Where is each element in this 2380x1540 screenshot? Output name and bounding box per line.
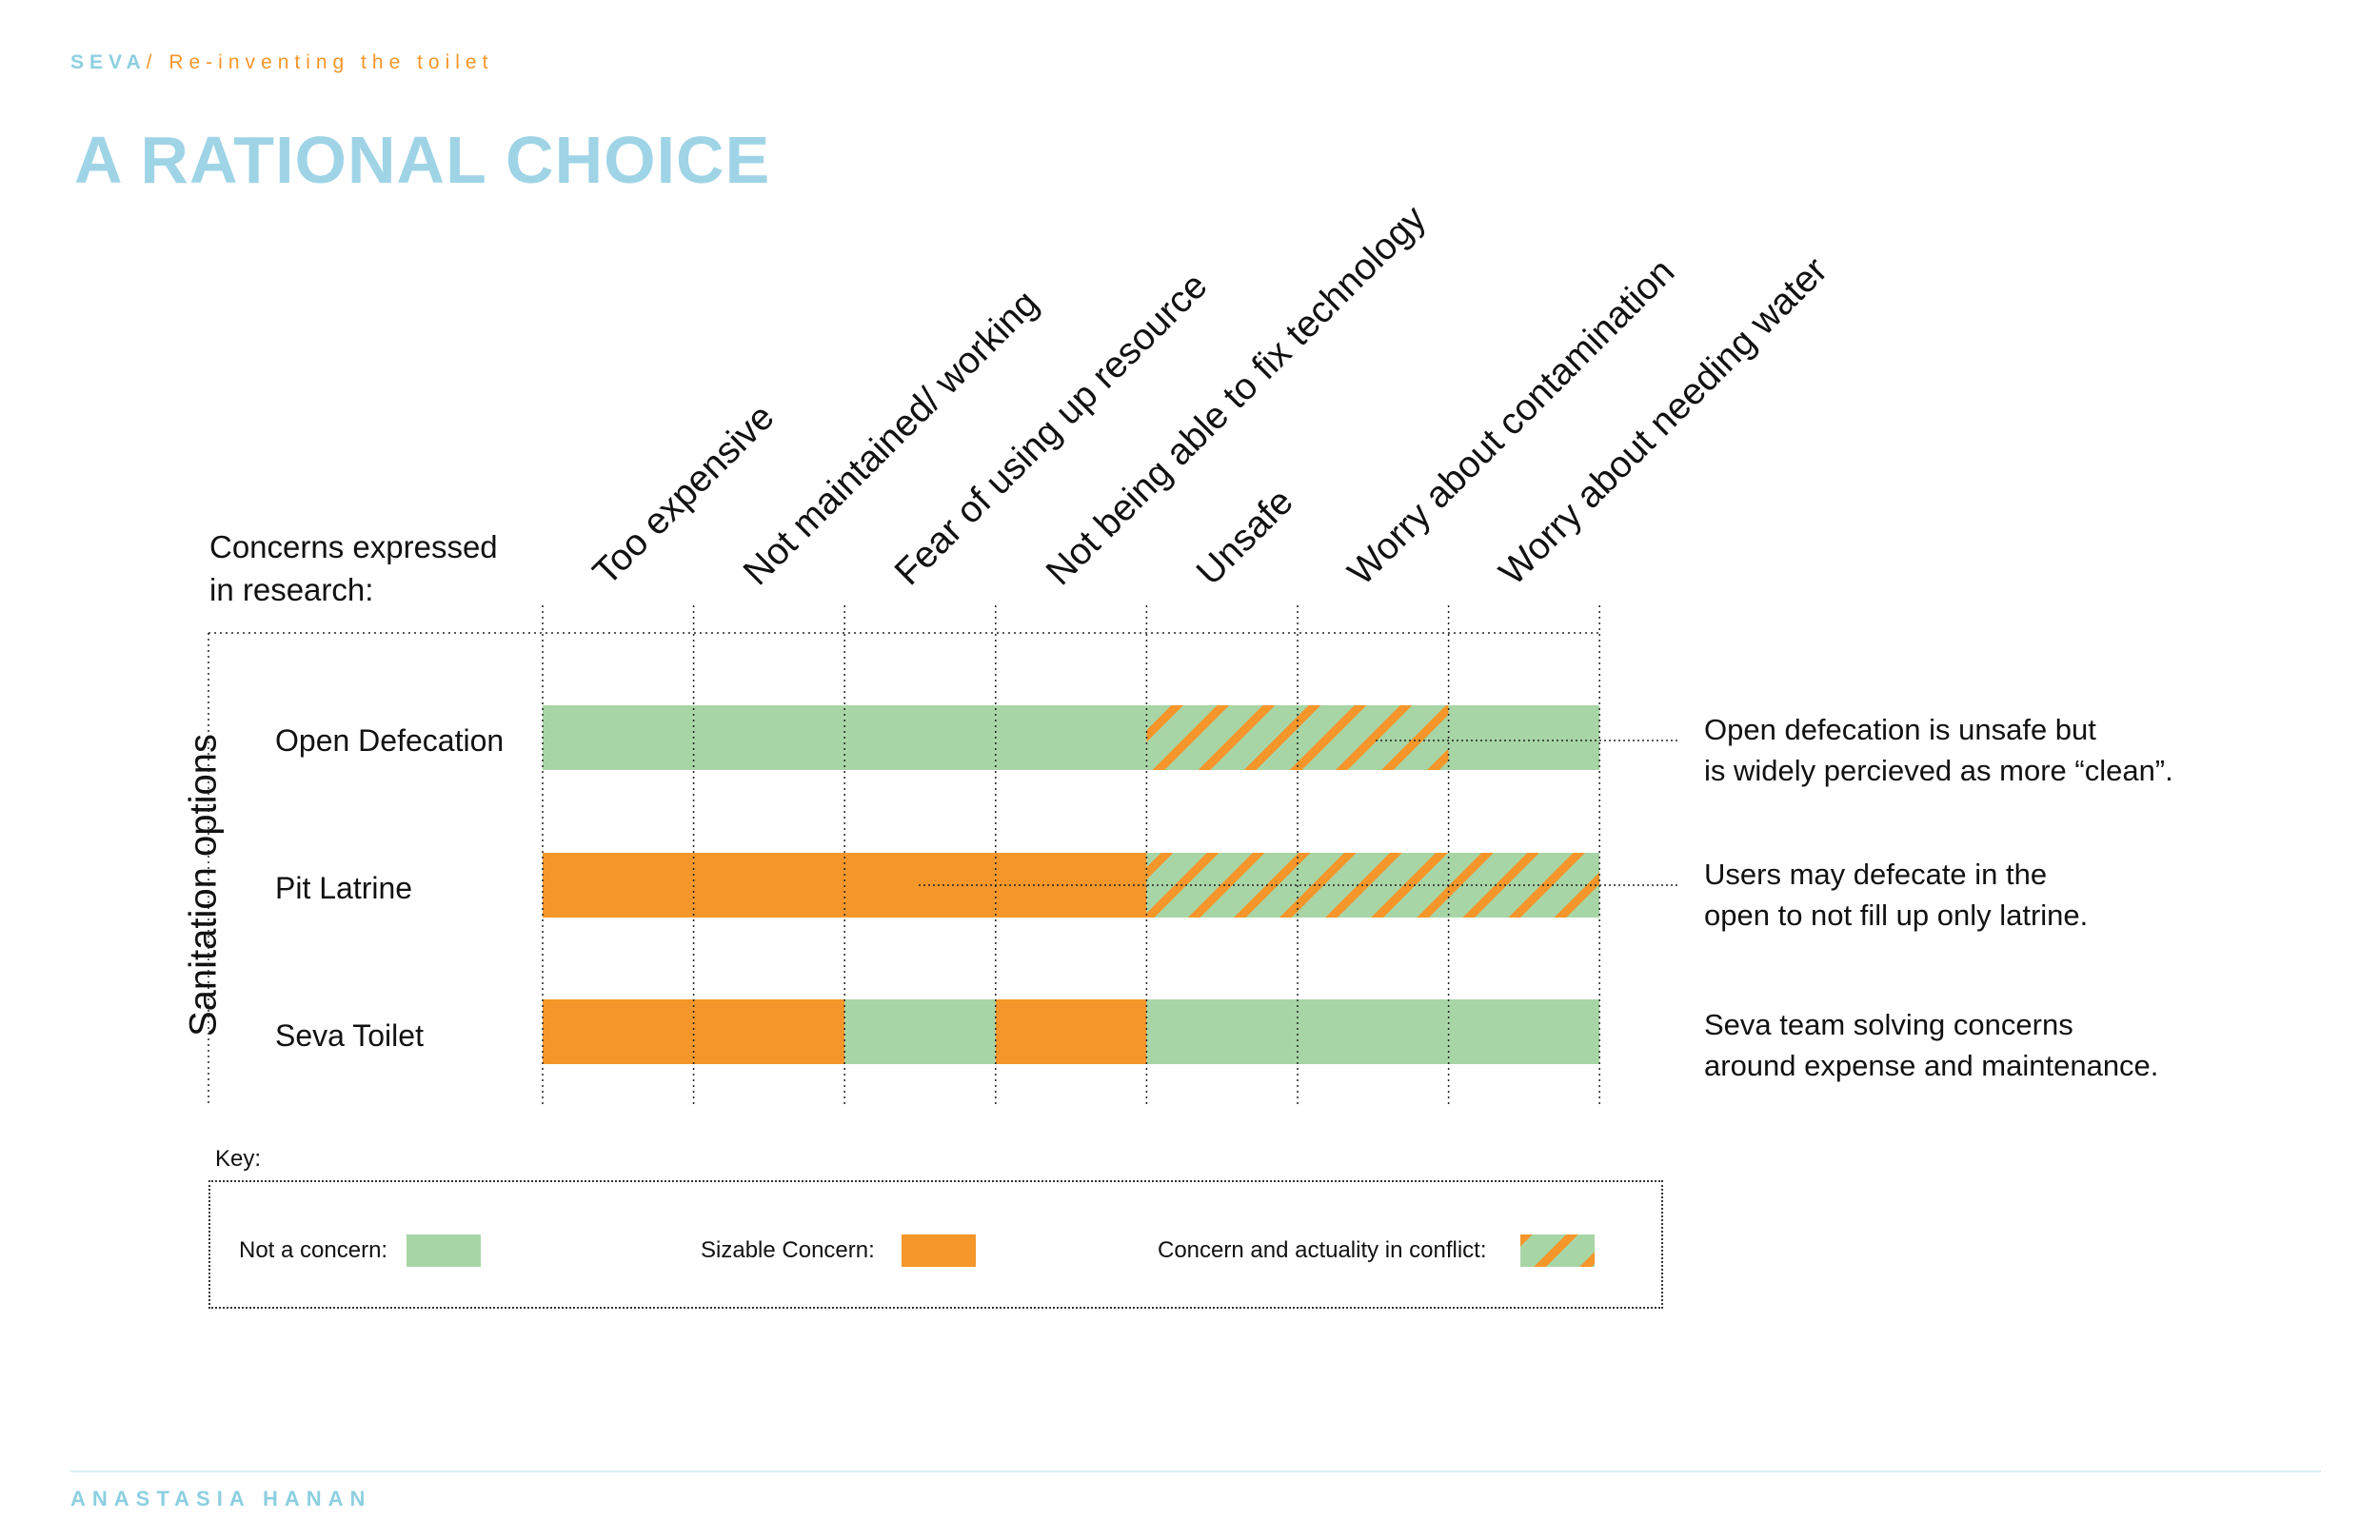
row-label-pit-latrine: Pit Latrine (275, 871, 413, 905)
annotation-pit-latrine: Users may defecate in the open to not fi… (1704, 854, 2088, 936)
annotation-line: Open defecation is unsafe but (1704, 713, 2096, 746)
breadcrumb-brand: SEVA (70, 51, 147, 73)
cell-not_concern (1298, 999, 1449, 1064)
cell-not_concern (543, 705, 694, 770)
footer-author: ANASTASIA HANAN (70, 1487, 372, 1510)
cell-conflict (1146, 705, 1298, 770)
cell-not_concern (693, 705, 845, 770)
key-label: Key: (215, 1146, 262, 1172)
breadcrumb-separator: / (146, 51, 158, 73)
cell-sizable (995, 999, 1147, 1064)
row-label-seva-toilet: Seva Toilet (275, 1018, 424, 1053)
breadcrumb: SEVA/ Re-inventing the toilet (70, 51, 493, 74)
cell-not_concern (1146, 999, 1298, 1064)
annotation-line: around expense and maintenance. (1704, 1049, 2159, 1082)
annotation-line: open to not fill up only latrine. (1704, 898, 2089, 932)
cell-not_concern (1448, 999, 1600, 1064)
cell-not_concern (844, 999, 996, 1064)
annotation-line: Seva team solving concerns (1704, 1008, 2073, 1041)
cell-sizable (543, 999, 694, 1064)
annotation-seva-toilet: Seva team solving concerns around expens… (1704, 1004, 2158, 1086)
cell-sizable (693, 999, 845, 1064)
legend-sizable-label: Sizable Concern: (701, 1237, 875, 1263)
cell-not_concern (844, 705, 996, 770)
legend-conflict-swatch (1520, 1234, 1595, 1267)
concerns-caption-line1: Concerns expressed (209, 529, 498, 564)
annotation-open-defecation: Open defecation is unsafe but is widely … (1704, 709, 2173, 791)
cell-conflict (1298, 705, 1449, 770)
legend-not-concern-label: Not a concern: (239, 1237, 388, 1263)
annotation-line: is widely percieved as more “clean”. (1704, 754, 2173, 787)
concerns-caption-line2: in research: (209, 572, 374, 607)
footer-divider (70, 1471, 2321, 1472)
page-title: A RATIONAL CHOICE (74, 123, 771, 197)
row-label-open-defecation: Open Defecation (275, 723, 505, 758)
legend-conflict-label: Concern and actuality in conflict: (1158, 1237, 1487, 1263)
cell-not_concern (995, 705, 1147, 770)
concerns-caption: Concerns expressed in research: (209, 525, 498, 611)
cell-sizable (693, 853, 845, 918)
cell-conflict (1146, 853, 1298, 918)
legend-sizable-swatch (902, 1234, 976, 1267)
legend-not-concern-swatch (407, 1234, 481, 1267)
cell-not_concern (1448, 705, 1600, 770)
cell-sizable (543, 853, 694, 918)
breadcrumb-subtitle: Re-inventing the toilet (169, 51, 494, 73)
legend-box (208, 1180, 1663, 1309)
annotation-line: Users may defecate in the (1704, 858, 2048, 891)
